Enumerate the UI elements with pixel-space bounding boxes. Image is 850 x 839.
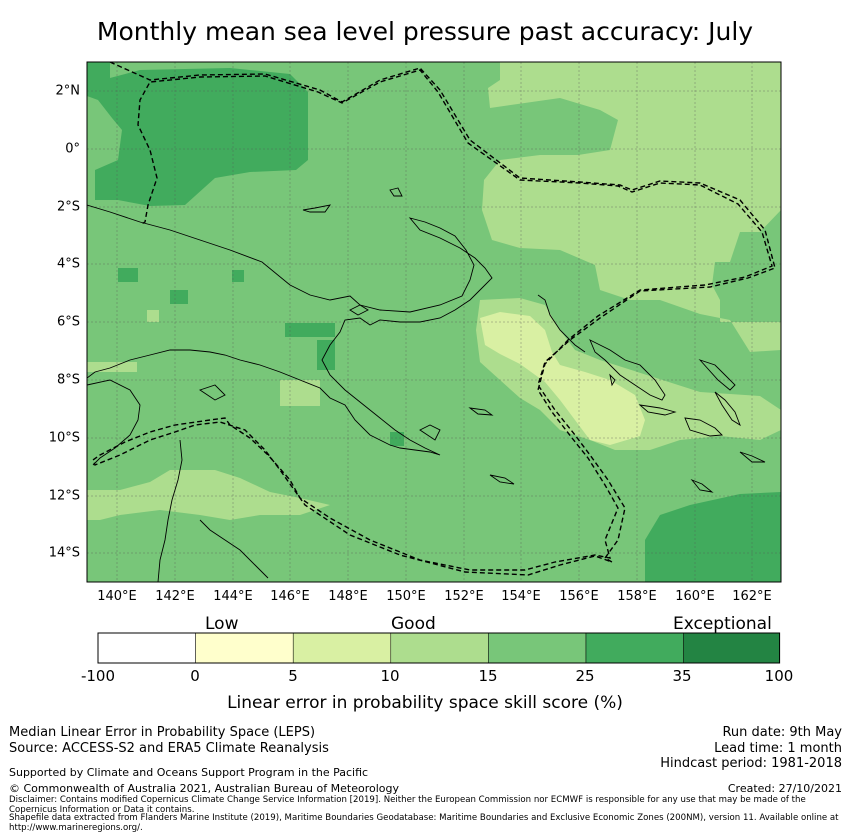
run-date: Run date: 9th May	[722, 725, 842, 740]
footer-source: Source: ACCESS-S2 and ERA5 Climate Reana…	[9, 741, 329, 756]
footer-copyright: © Commonwealth of Australia 2021, Austra…	[9, 782, 399, 795]
skill-shading	[87, 62, 781, 582]
footer-support: Supported by Climate and Oceans Support …	[9, 766, 369, 779]
disclaimer: Disclaimer: Contains modified Copernicus…	[9, 795, 806, 815]
lead-time: Lead time: 1 month	[714, 741, 842, 756]
colorbar	[97, 632, 781, 664]
footer-method: Median Linear Error in Probability Space…	[9, 725, 316, 740]
created-date: Created: 27/10/2021	[727, 782, 842, 795]
hindcast-period: Hindcast period: 1981-2018	[660, 756, 842, 771]
map-title: Monthly mean sea level pressure past acc…	[96, 17, 754, 46]
shapefile-credit: Shapefile data extracted from Flanders M…	[9, 813, 839, 833]
coastlines	[87, 187, 766, 582]
skill-map	[86, 61, 782, 664]
